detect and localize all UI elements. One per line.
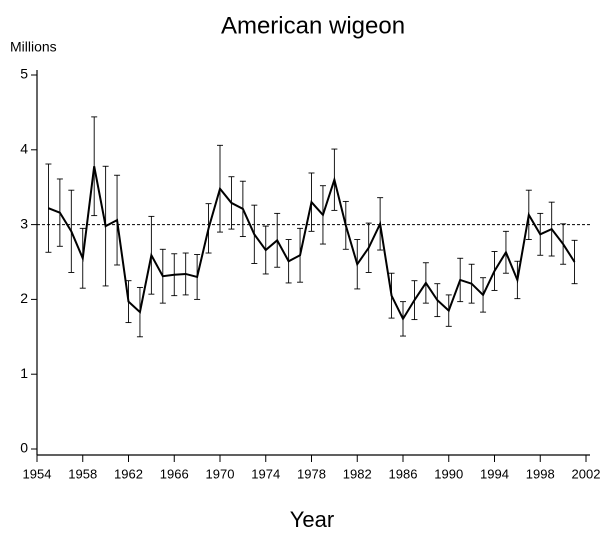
x-tick-label: 1974: [251, 466, 280, 481]
x-tick-label: 1954: [23, 466, 52, 481]
y-tick-label: 2: [20, 290, 28, 306]
x-tick-label: 1990: [434, 466, 463, 481]
data-line: [48, 166, 576, 321]
x-tick-label: 2002: [572, 466, 601, 481]
x-tick-label: 1986: [389, 466, 418, 481]
x-tick-label: 1958: [68, 466, 97, 481]
x-tick-label: 1982: [343, 466, 372, 481]
x-tick-label: 1998: [526, 466, 555, 481]
x-tick-label: 1962: [114, 466, 143, 481]
y-tick-label: 3: [20, 215, 28, 231]
y-tick-label: 4: [20, 141, 28, 157]
y-axis-label: Millions: [10, 39, 57, 55]
x-axis-label: Year: [290, 507, 334, 532]
chart-title: American wigeon: [221, 12, 405, 39]
x-tick-label: 1978: [297, 466, 326, 481]
y-tick-label: 1: [20, 365, 28, 381]
x-tick-label: 1966: [160, 466, 189, 481]
x-tick-label: 1994: [480, 466, 509, 481]
y-tick-label: 5: [20, 66, 28, 82]
y-tick-label: 0: [20, 440, 28, 456]
x-tick-label: 1970: [206, 466, 235, 481]
